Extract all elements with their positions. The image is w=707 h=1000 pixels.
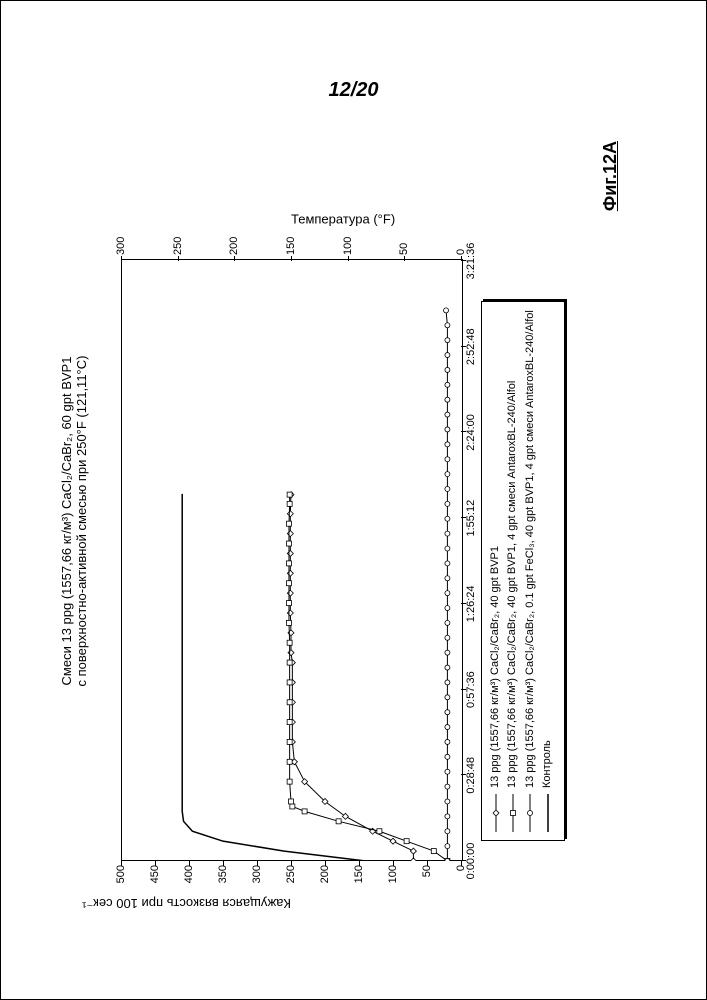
- y-left-tick: 400: [183, 865, 195, 883]
- legend-swatch: [542, 794, 554, 832]
- legend-row: 13 ppg (1557,66 кг/м³) CaCl₂/CaBr₂, 40 g…: [488, 310, 503, 832]
- chart-title-line2: с поверхностно-активной смесью при 250°F…: [74, 121, 89, 921]
- plot-area: [121, 259, 463, 861]
- y-left-tick: 300: [251, 865, 263, 883]
- figure-label: Фиг.12А: [600, 141, 621, 211]
- x-tick: 1:55:12: [465, 496, 477, 540]
- y-left-axis-label: Кажущаяся вязкость при 100 сек⁻¹: [82, 895, 291, 911]
- legend-swatch: [490, 794, 502, 832]
- legend-label: 13 ppg (1557,66 кг/м³) CaCl₂/CaBr₂, 40 g…: [488, 546, 503, 788]
- rotated-figure-container: Смеси 13 ppg (1557,66 кг/м³) CaCl₂/CaBr₂…: [51, 121, 651, 921]
- legend-row: Контроль: [540, 310, 555, 832]
- y-left-tick: 200: [319, 865, 331, 883]
- y-left-tick: 50: [421, 865, 433, 877]
- x-tick: 1:26:24: [465, 582, 477, 626]
- y-right-tick: 250: [172, 237, 184, 255]
- legend-label: 13 ppg (1557,66 кг/м³) CaCl₂/CaBr₂, 40 g…: [505, 381, 520, 788]
- chart-legend: 13 ppg (1557,66 кг/м³) CaCl₂/CaBr₂, 40 g…: [481, 301, 565, 841]
- y-left-tick: 350: [217, 865, 229, 883]
- y-right-tick: 300: [115, 237, 127, 255]
- chart-title-line1: Смеси 13 ppg (1557,66 кг/м³) CaCl₂/CaBr₂…: [59, 121, 74, 921]
- x-tick: 2:24:00: [465, 410, 477, 454]
- y-right-tick: 150: [285, 237, 297, 255]
- legend-swatch: [524, 794, 536, 832]
- y-left-tick: 100: [387, 865, 399, 883]
- page-number: 12/20: [328, 79, 378, 102]
- legend-swatch: [507, 794, 519, 832]
- x-tick: 2:52:48: [465, 325, 477, 369]
- legend-label: Контроль: [540, 740, 555, 788]
- chart-title: Смеси 13 ppg (1557,66 кг/м³) CaCl₂/CaBr₂…: [59, 121, 89, 921]
- x-tick: 0:28:48: [465, 753, 477, 797]
- y-right-tick: 200: [228, 237, 240, 255]
- y-left-tick: 450: [149, 865, 161, 883]
- y-left-tick: 500: [115, 865, 127, 883]
- page-frame: 12/20 Смеси 13 ppg (1557,66 кг/м³) CaCl₂…: [0, 0, 707, 1000]
- x-tick: 0:00:00: [465, 839, 477, 883]
- y-left-tick: 250: [285, 865, 297, 883]
- y-right-axis-label: Температура (°F): [291, 212, 395, 227]
- figure-inner: Смеси 13 ppg (1557,66 кг/м³) CaCl₂/CaBr₂…: [51, 121, 651, 921]
- x-tick: 3:21:36: [465, 239, 477, 283]
- x-tick: 0:57:36: [465, 668, 477, 712]
- legend-row: 13 ppg (1557,66 кг/м³) CaCl₂/CaBr₂, 0.1 …: [523, 310, 538, 832]
- y-left-tick: 150: [353, 865, 365, 883]
- y-right-tick: 50: [398, 243, 410, 255]
- legend-row: 13 ppg (1557,66 кг/м³) CaCl₂/CaBr₂, 40 g…: [505, 310, 520, 832]
- y-right-tick: 100: [342, 237, 354, 255]
- legend-label: 13 ppg (1557,66 кг/м³) CaCl₂/CaBr₂, 0.1 …: [523, 310, 538, 788]
